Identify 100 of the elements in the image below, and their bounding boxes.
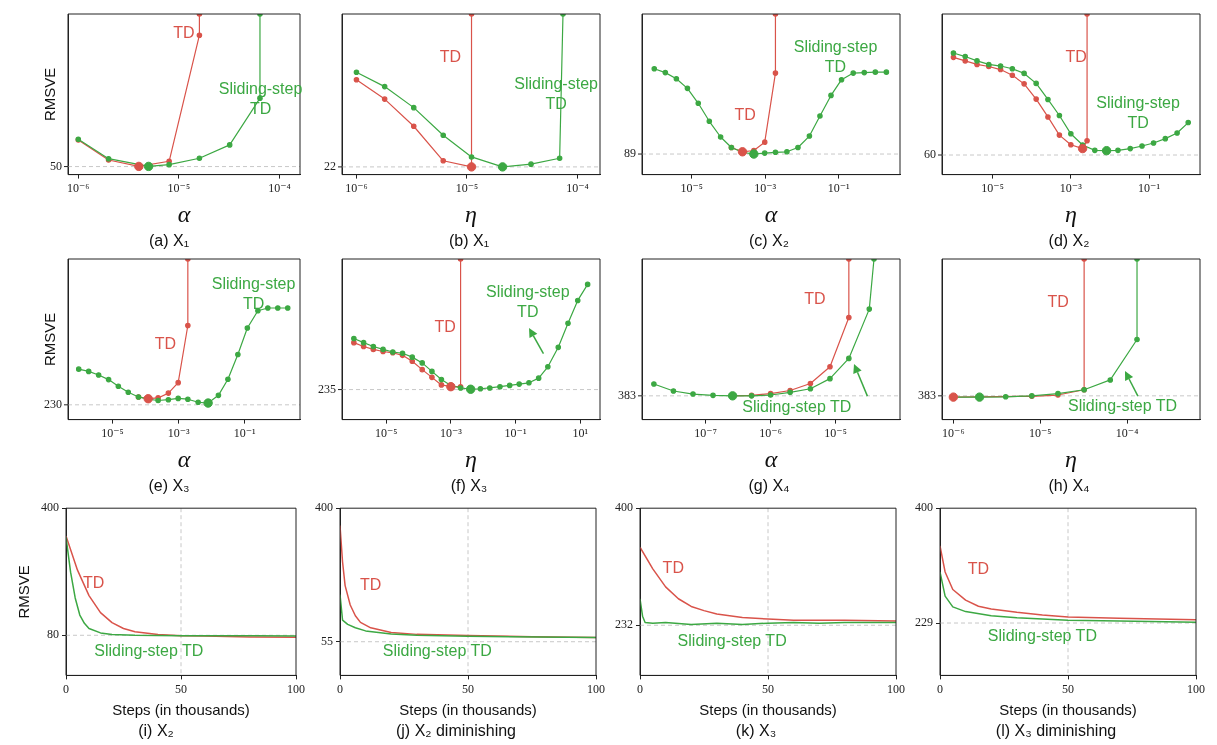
x-tick-label: 50 xyxy=(762,681,774,696)
legend-label: Sliding-step TD xyxy=(742,397,852,415)
x-tick-label: 10⁻³ xyxy=(167,425,190,440)
text: (h) X₄ xyxy=(1048,476,1090,494)
x-tick-label: 10⁻⁶ xyxy=(759,425,782,440)
x-axis-title: α xyxy=(177,200,191,227)
series-label: TD xyxy=(439,47,462,65)
x-tick-label: 10⁻³ xyxy=(439,425,463,440)
x-tick-label: 100 xyxy=(587,681,605,696)
x-tick-label: 10⁻⁵ xyxy=(455,180,479,195)
series-label: Sliding-step TD xyxy=(382,642,492,660)
series-label: Sliding-step TD xyxy=(211,274,296,312)
x-tick-label: 0 xyxy=(337,681,343,696)
x-tick-label: 100 xyxy=(1187,681,1205,696)
y-tick-label: 400 xyxy=(315,500,333,515)
series-label: Sliding-step TD xyxy=(677,632,787,650)
text: 22 xyxy=(324,159,336,174)
text: (b) X₁ xyxy=(448,231,490,249)
x-tick-label: 10⁻³ xyxy=(754,180,777,195)
text: (g) X₄ xyxy=(748,476,790,494)
text: (j) X₂ diminishing xyxy=(395,721,517,739)
text: (i) X₂ xyxy=(138,721,174,739)
x-axis-title: η xyxy=(1065,200,1077,227)
series-label: TD xyxy=(434,318,456,336)
y-tick-label: 55 xyxy=(321,633,333,648)
x-tick-label: 0 xyxy=(637,681,643,696)
text: (k) X₃ xyxy=(735,721,777,739)
x-axis-title: Steps (in thousands) xyxy=(699,700,837,718)
x-tick-label: 10⁻⁵ xyxy=(374,425,398,440)
y-tick-label: 232 xyxy=(615,617,633,632)
text: (c) X₂ xyxy=(749,231,789,249)
series-label: Sliding-step TD xyxy=(1096,93,1180,131)
x-tick-label: 10⁻⁵ xyxy=(167,180,191,195)
x-axis-title: α xyxy=(177,445,191,472)
x-axis-title: Steps (in thousands) xyxy=(999,700,1137,718)
x-tick-label: 10⁻⁵ xyxy=(981,180,1004,195)
x-axis-title: α xyxy=(764,200,778,227)
x-axis-title: η xyxy=(1065,445,1077,472)
x-tick-label: 10⁻⁵ xyxy=(101,425,124,440)
text: (d) X₂ xyxy=(1048,231,1090,249)
y-tick-label: 400 xyxy=(615,500,633,515)
x-tick-label: 10⁻¹ xyxy=(827,180,850,195)
x-axis-title: Steps (in thousands) xyxy=(112,700,250,718)
y-axis-title: RMSVE xyxy=(41,312,59,366)
series-label: Sliding-step TD xyxy=(485,282,570,320)
text: 235 xyxy=(318,381,336,396)
y-tick-label: 400 xyxy=(915,500,933,515)
y-axis-title: RMSVE xyxy=(41,67,59,121)
x-tick-label: 0 xyxy=(63,681,69,696)
series-label: TD xyxy=(967,560,990,578)
text: 230 xyxy=(44,396,62,411)
series-label: TD xyxy=(662,558,684,576)
x-tick-label: 10⁻⁴ xyxy=(1115,425,1139,440)
series-label: Sliding-step TD xyxy=(793,37,878,75)
x-tick-label: 10⁻³ xyxy=(1059,180,1083,195)
x-tick-label: 100 xyxy=(287,681,305,696)
x-tick-label: 10⁻⁵ xyxy=(824,425,847,440)
legend-label: Sliding-step TD xyxy=(1068,397,1178,415)
x-axis-title: α xyxy=(764,445,778,472)
series-label: TD xyxy=(173,23,195,41)
y-axis-title: RMSVE xyxy=(15,565,33,619)
x-tick-label: 10⁻¹ xyxy=(233,425,257,440)
text: (f) X₃ xyxy=(450,476,488,494)
text: (e) X₃ xyxy=(148,476,190,494)
x-tick-label: 50 xyxy=(1062,681,1074,696)
series-label: Sliding-step TD xyxy=(94,642,204,660)
series-label: Sliding-step TD xyxy=(987,627,1097,645)
x-tick-label: 10⁻⁴ xyxy=(268,180,291,195)
x-tick-label: 10⁻⁵ xyxy=(1028,425,1052,440)
y-tick-label: 80 xyxy=(47,627,59,642)
series-label: TD xyxy=(360,575,382,593)
x-tick-label: 10⁻⁷ xyxy=(694,425,717,440)
series-label: TD xyxy=(1065,47,1087,65)
series-label: TD xyxy=(82,573,105,591)
x-tick-label: 50 xyxy=(462,681,474,696)
x-tick-label: 10⁻⁶ xyxy=(67,180,90,195)
x-tick-label: 0 xyxy=(937,681,943,696)
text: (l) X₃ diminishing xyxy=(995,721,1117,739)
text: 60 xyxy=(924,147,936,162)
y-tick-label: 229 xyxy=(915,615,933,630)
text: 383 xyxy=(618,387,636,402)
x-tick-label: 100 xyxy=(887,681,905,696)
x-tick-label: 10⁻⁵ xyxy=(680,180,704,195)
text: 50 xyxy=(50,158,62,173)
text: 89 xyxy=(624,146,636,161)
x-tick-label: 10⁻⁶ xyxy=(942,425,965,440)
x-tick-label: 50 xyxy=(175,681,187,696)
series-label: TD xyxy=(154,334,177,352)
x-axis-title: Steps (in thousands) xyxy=(399,700,537,718)
series-label: TD xyxy=(734,105,756,123)
x-tick-label: 10¹ xyxy=(572,425,589,440)
x-tick-label: 10⁻⁴ xyxy=(566,180,589,195)
x-tick-label: 10⁻¹ xyxy=(504,425,527,440)
text: 383 xyxy=(918,387,936,402)
x-axis-title: η xyxy=(465,445,477,472)
y-tick-label: 400 xyxy=(41,500,59,515)
x-tick-label: 10⁻¹ xyxy=(1138,180,1161,195)
text: (a) X₁ xyxy=(148,231,190,249)
series-label: TD xyxy=(1047,292,1069,310)
series-label: TD xyxy=(804,289,826,307)
